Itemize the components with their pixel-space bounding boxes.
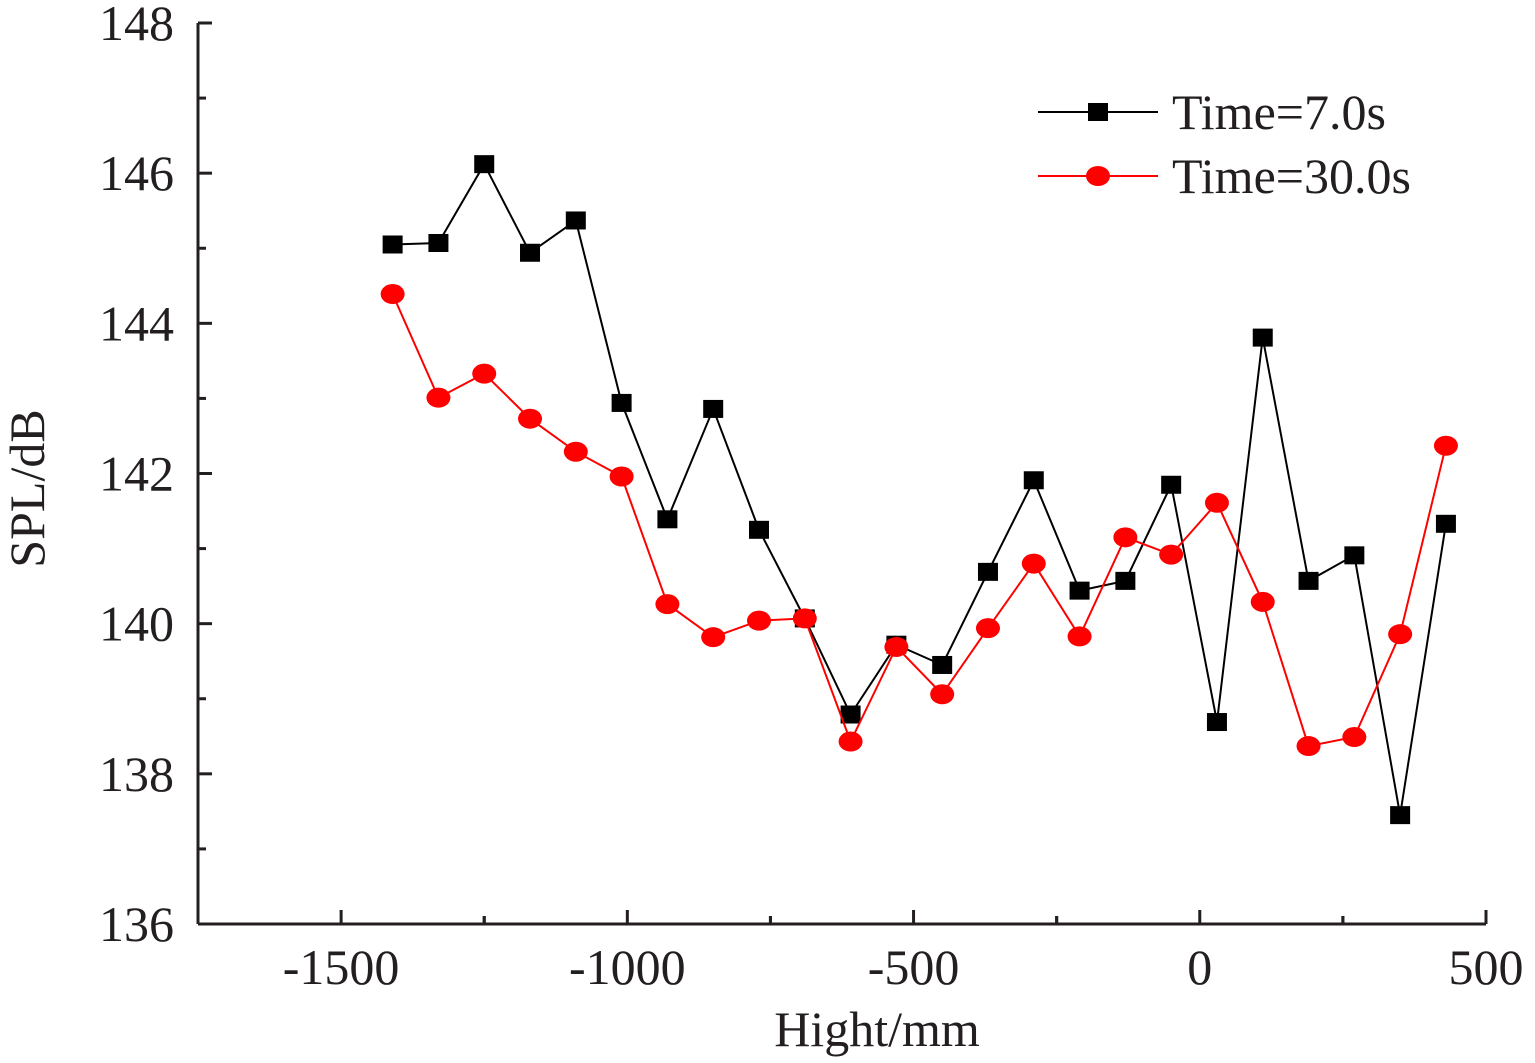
y-tick-label: 142 <box>99 446 174 502</box>
y-tick-label: 140 <box>99 596 174 652</box>
data-point <box>520 243 541 262</box>
data-point <box>701 627 726 648</box>
data-point <box>1204 492 1229 513</box>
data-point <box>1435 514 1456 533</box>
data-point <box>838 731 863 752</box>
x-tick-label: -1000 <box>569 939 686 995</box>
data-point <box>1433 435 1458 456</box>
data-point <box>426 387 451 408</box>
x-axis-title: Hight/mm <box>774 1001 980 1057</box>
legend-label: Time=7.0s <box>1172 84 1386 140</box>
data-point <box>655 594 680 615</box>
series-layer <box>380 155 1458 825</box>
data-point <box>1296 736 1321 757</box>
legend-marker <box>1086 166 1110 186</box>
y-tick-label: 144 <box>99 295 174 351</box>
data-point <box>930 684 955 705</box>
data-point <box>1069 581 1090 600</box>
data-point <box>792 608 817 629</box>
x-tick-label: 0 <box>1187 939 1212 995</box>
data-point <box>1115 571 1136 590</box>
data-point <box>1342 727 1367 748</box>
legend-item-2: Time=30.0s <box>1038 148 1411 204</box>
data-point <box>657 510 678 529</box>
data-point <box>1206 713 1227 732</box>
data-point <box>518 408 543 429</box>
y-tick-label: 148 <box>99 0 174 51</box>
y-tick-label: 138 <box>99 746 174 802</box>
y-tick-label: 136 <box>99 896 174 952</box>
data-point <box>611 393 632 412</box>
data-point <box>977 562 998 581</box>
x-tick-label: -1500 <box>283 939 400 995</box>
data-point <box>748 520 769 539</box>
data-point <box>840 705 861 724</box>
legend: Time=7.0s Time=30.0s <box>1038 84 1411 204</box>
data-point <box>382 235 403 254</box>
data-point <box>746 610 771 631</box>
data-point <box>703 399 724 418</box>
data-point <box>380 284 405 305</box>
legend-item-1: Time=7.0s <box>1038 84 1386 140</box>
data-point <box>884 636 909 657</box>
series-2 <box>380 284 1458 757</box>
data-point <box>1161 475 1182 494</box>
data-point <box>975 618 1000 639</box>
data-point <box>1023 471 1044 490</box>
data-point <box>428 233 449 252</box>
data-point <box>563 441 588 462</box>
legend-label: Time=30.0s <box>1172 148 1411 204</box>
data-point <box>1250 591 1275 612</box>
x-tick-label: 500 <box>1449 939 1524 995</box>
x-tick-label: -500 <box>868 939 960 995</box>
data-point <box>1021 553 1046 574</box>
data-point <box>1252 328 1273 347</box>
series-1 <box>382 155 1456 825</box>
data-point <box>472 363 497 384</box>
data-point <box>932 655 953 674</box>
data-point <box>1390 806 1411 825</box>
data-point <box>609 466 634 487</box>
data-point <box>1113 527 1138 548</box>
series-line <box>392 162 1447 816</box>
data-point <box>565 211 586 230</box>
data-point <box>1298 571 1319 590</box>
series-line <box>391 293 1447 748</box>
data-point <box>1344 546 1365 565</box>
data-point <box>1159 544 1184 565</box>
y-tick-label: 146 <box>99 145 174 201</box>
data-point <box>474 155 495 174</box>
data-point <box>1388 624 1413 645</box>
legend-marker <box>1088 103 1108 121</box>
y-axis-title: SPL/dB <box>0 409 55 567</box>
data-point <box>1067 626 1092 647</box>
